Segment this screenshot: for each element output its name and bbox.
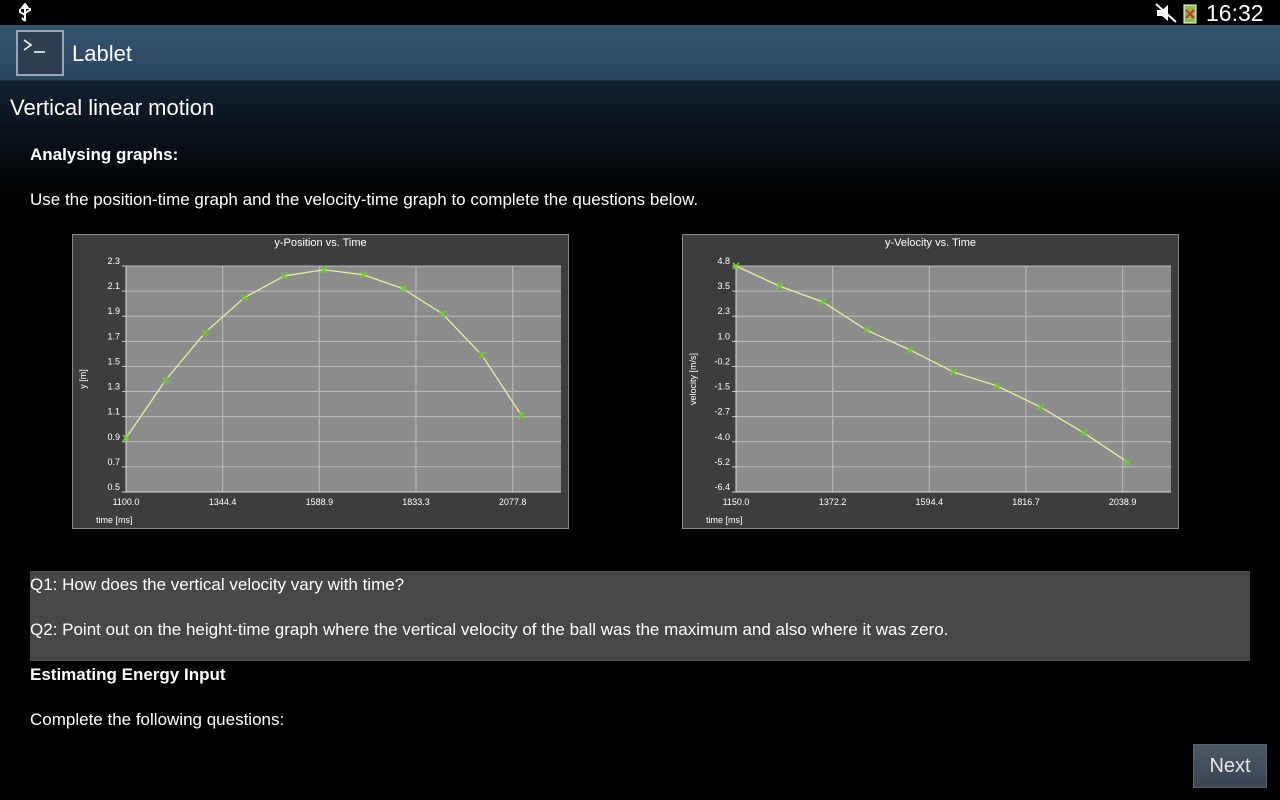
usb-icon: [19, 3, 31, 22]
y-tick-label: 4.8: [717, 256, 730, 266]
x-tick-label: 1372.2: [819, 497, 847, 507]
y-tick-label: 1.0: [717, 331, 730, 341]
x-tick-label: 2038.9: [1109, 497, 1137, 507]
data-point: [1123, 458, 1132, 466]
x-tick-label: 1344.4: [209, 497, 237, 507]
data-point: [949, 368, 958, 376]
data-point: [1080, 429, 1088, 437]
y-tick-label: -1.5: [714, 382, 730, 392]
data-point: [775, 282, 784, 290]
data-point: [993, 382, 1001, 390]
background: [0, 81, 1280, 201]
clock: 16:32: [1206, 0, 1264, 26]
y-tick-label: 3.5: [717, 281, 730, 291]
y-tick-label: 1.7: [107, 331, 120, 341]
section-title: Analysing graphs:: [30, 145, 179, 164]
y-axis-label: velocity [m/s]: [688, 353, 698, 405]
y-tick-label: 1.5: [107, 356, 120, 366]
chart-title: y-Velocity vs. Time: [885, 237, 976, 249]
data-point: [1036, 403, 1045, 411]
x-tick-label: 1833.3: [402, 497, 430, 507]
chart: y-Velocity vs. Time -6.4 -5.2 -4.0 -2.7 -1.5 -…: [682, 234, 1179, 529]
y-tick-label: -0.2: [714, 356, 730, 366]
data-point: [732, 262, 740, 270]
data-point: [399, 285, 407, 293]
data-point: [320, 266, 328, 274]
app-icon: [16, 30, 64, 76]
data-point: [201, 328, 209, 337]
y-tick-label: 0.5: [107, 482, 120, 492]
data-point: [280, 272, 288, 280]
y-tick-label: 2.1: [107, 281, 120, 291]
data-point: [819, 298, 827, 306]
data-point: [478, 351, 486, 359]
x-axis-label: time [ms]: [96, 515, 133, 525]
x-tick-label: 1594.4: [916, 497, 944, 507]
plot-area: [126, 266, 561, 492]
y-tick-label: -2.7: [714, 407, 730, 417]
instruction: Use the position-time graph and the velo…: [30, 190, 699, 209]
y-tick-label: 0.9: [107, 432, 120, 442]
data-point: [517, 411, 526, 419]
x-tick-label: 1588.9: [306, 497, 334, 507]
y-tick-label: 1.1: [107, 407, 120, 417]
app-title: Lablet: [72, 41, 132, 66]
y-axis-label: y [m]: [78, 369, 88, 389]
chart-title: y-Position vs. Time: [274, 237, 366, 249]
y-tick-label: 0.7: [107, 457, 120, 467]
y-tick-label: -6.4: [714, 482, 730, 492]
data-point: [906, 346, 914, 354]
data-point: [122, 434, 130, 442]
question: Q2: Point out on the height-time graph w…: [30, 620, 949, 639]
x-tick-label: 1150.0: [723, 497, 750, 507]
y-tick-label: -5.2: [714, 457, 730, 467]
data-point: [241, 293, 249, 301]
instruction: Complete the following questions:: [30, 710, 285, 729]
x-tick-label: 1100.0: [113, 497, 140, 507]
y-tick-label: -4.0: [714, 432, 730, 442]
y-tick-label: 2.3: [107, 256, 120, 266]
app-bar: Lablet: [0, 25, 1280, 81]
status-bar: 16:32: [0, 0, 1280, 26]
question: Q1: How does the vertical velocity vary …: [30, 575, 405, 594]
x-tick-label: 1816.7: [1012, 497, 1040, 507]
question-box: Q1: How does the vertical velocity vary …: [30, 571, 1250, 661]
data-point: [438, 310, 446, 318]
data-line: [735, 265, 1128, 463]
section-title: Estimating Energy Input: [30, 665, 226, 684]
chart: y-Position vs. Time 0.5 0.7 0.9 1.1 1.3 1.5 1.7…: [72, 234, 569, 529]
x-axis-label: time [ms]: [706, 515, 743, 525]
y-tick-label: 1.9: [107, 306, 120, 316]
data-point: [359, 271, 367, 279]
x-tick-label: 2077.8: [499, 497, 527, 507]
data-point: [862, 326, 871, 334]
data-point: [161, 376, 170, 384]
heading: Vertical linear motion: [10, 95, 215, 120]
plot-area: [736, 266, 1171, 492]
next-button[interactable]: Next: [1193, 744, 1267, 788]
y-tick-label: 2.3: [717, 306, 730, 316]
status-icons: [1155, 3, 1197, 24]
y-tick-label: 1.3: [107, 382, 120, 392]
